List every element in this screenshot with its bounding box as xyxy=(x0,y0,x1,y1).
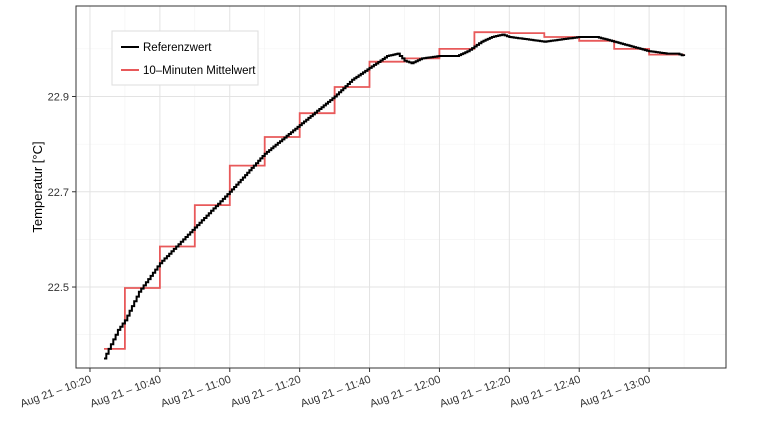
grid-lines xyxy=(76,6,726,368)
y-axis-title: Temperatur [°C] xyxy=(30,141,45,232)
x-tick-label: Aug 21 – 10:20 xyxy=(19,374,93,411)
legend-box xyxy=(111,30,259,86)
y-tick-label: 22.7 xyxy=(48,187,69,199)
series-line-referenzwert xyxy=(104,33,686,360)
legend-label-mittelwert: 10–Minuten Mittelwert xyxy=(143,65,256,77)
x-tick-label: Aug 21 – 10:40 xyxy=(89,374,163,411)
x-tick-label: Aug 21 – 11:00 xyxy=(159,374,232,411)
legend: Referenzwert 10–Minuten Mittelwert xyxy=(111,30,259,86)
x-tick-label: Aug 21 – 11:40 xyxy=(299,374,372,411)
x-tick-label: Aug 21 – 12:00 xyxy=(368,374,442,411)
x-tick-label: Aug 21 – 13:00 xyxy=(578,374,652,411)
plot-panel-border xyxy=(75,5,727,369)
y-tick-label: 22.9 xyxy=(48,92,69,104)
series-line-mittelwert xyxy=(104,31,685,350)
series-layer xyxy=(104,31,686,360)
x-tick-label: Aug 21 – 12:40 xyxy=(508,374,582,411)
legend-label-referenzwert: Referenzwert xyxy=(143,42,212,54)
x-tick-label: Aug 21 – 12:20 xyxy=(438,374,512,411)
y-tick-label: 22.5 xyxy=(48,282,69,294)
x-tick-label: Aug 21 – 11:20 xyxy=(229,374,302,411)
